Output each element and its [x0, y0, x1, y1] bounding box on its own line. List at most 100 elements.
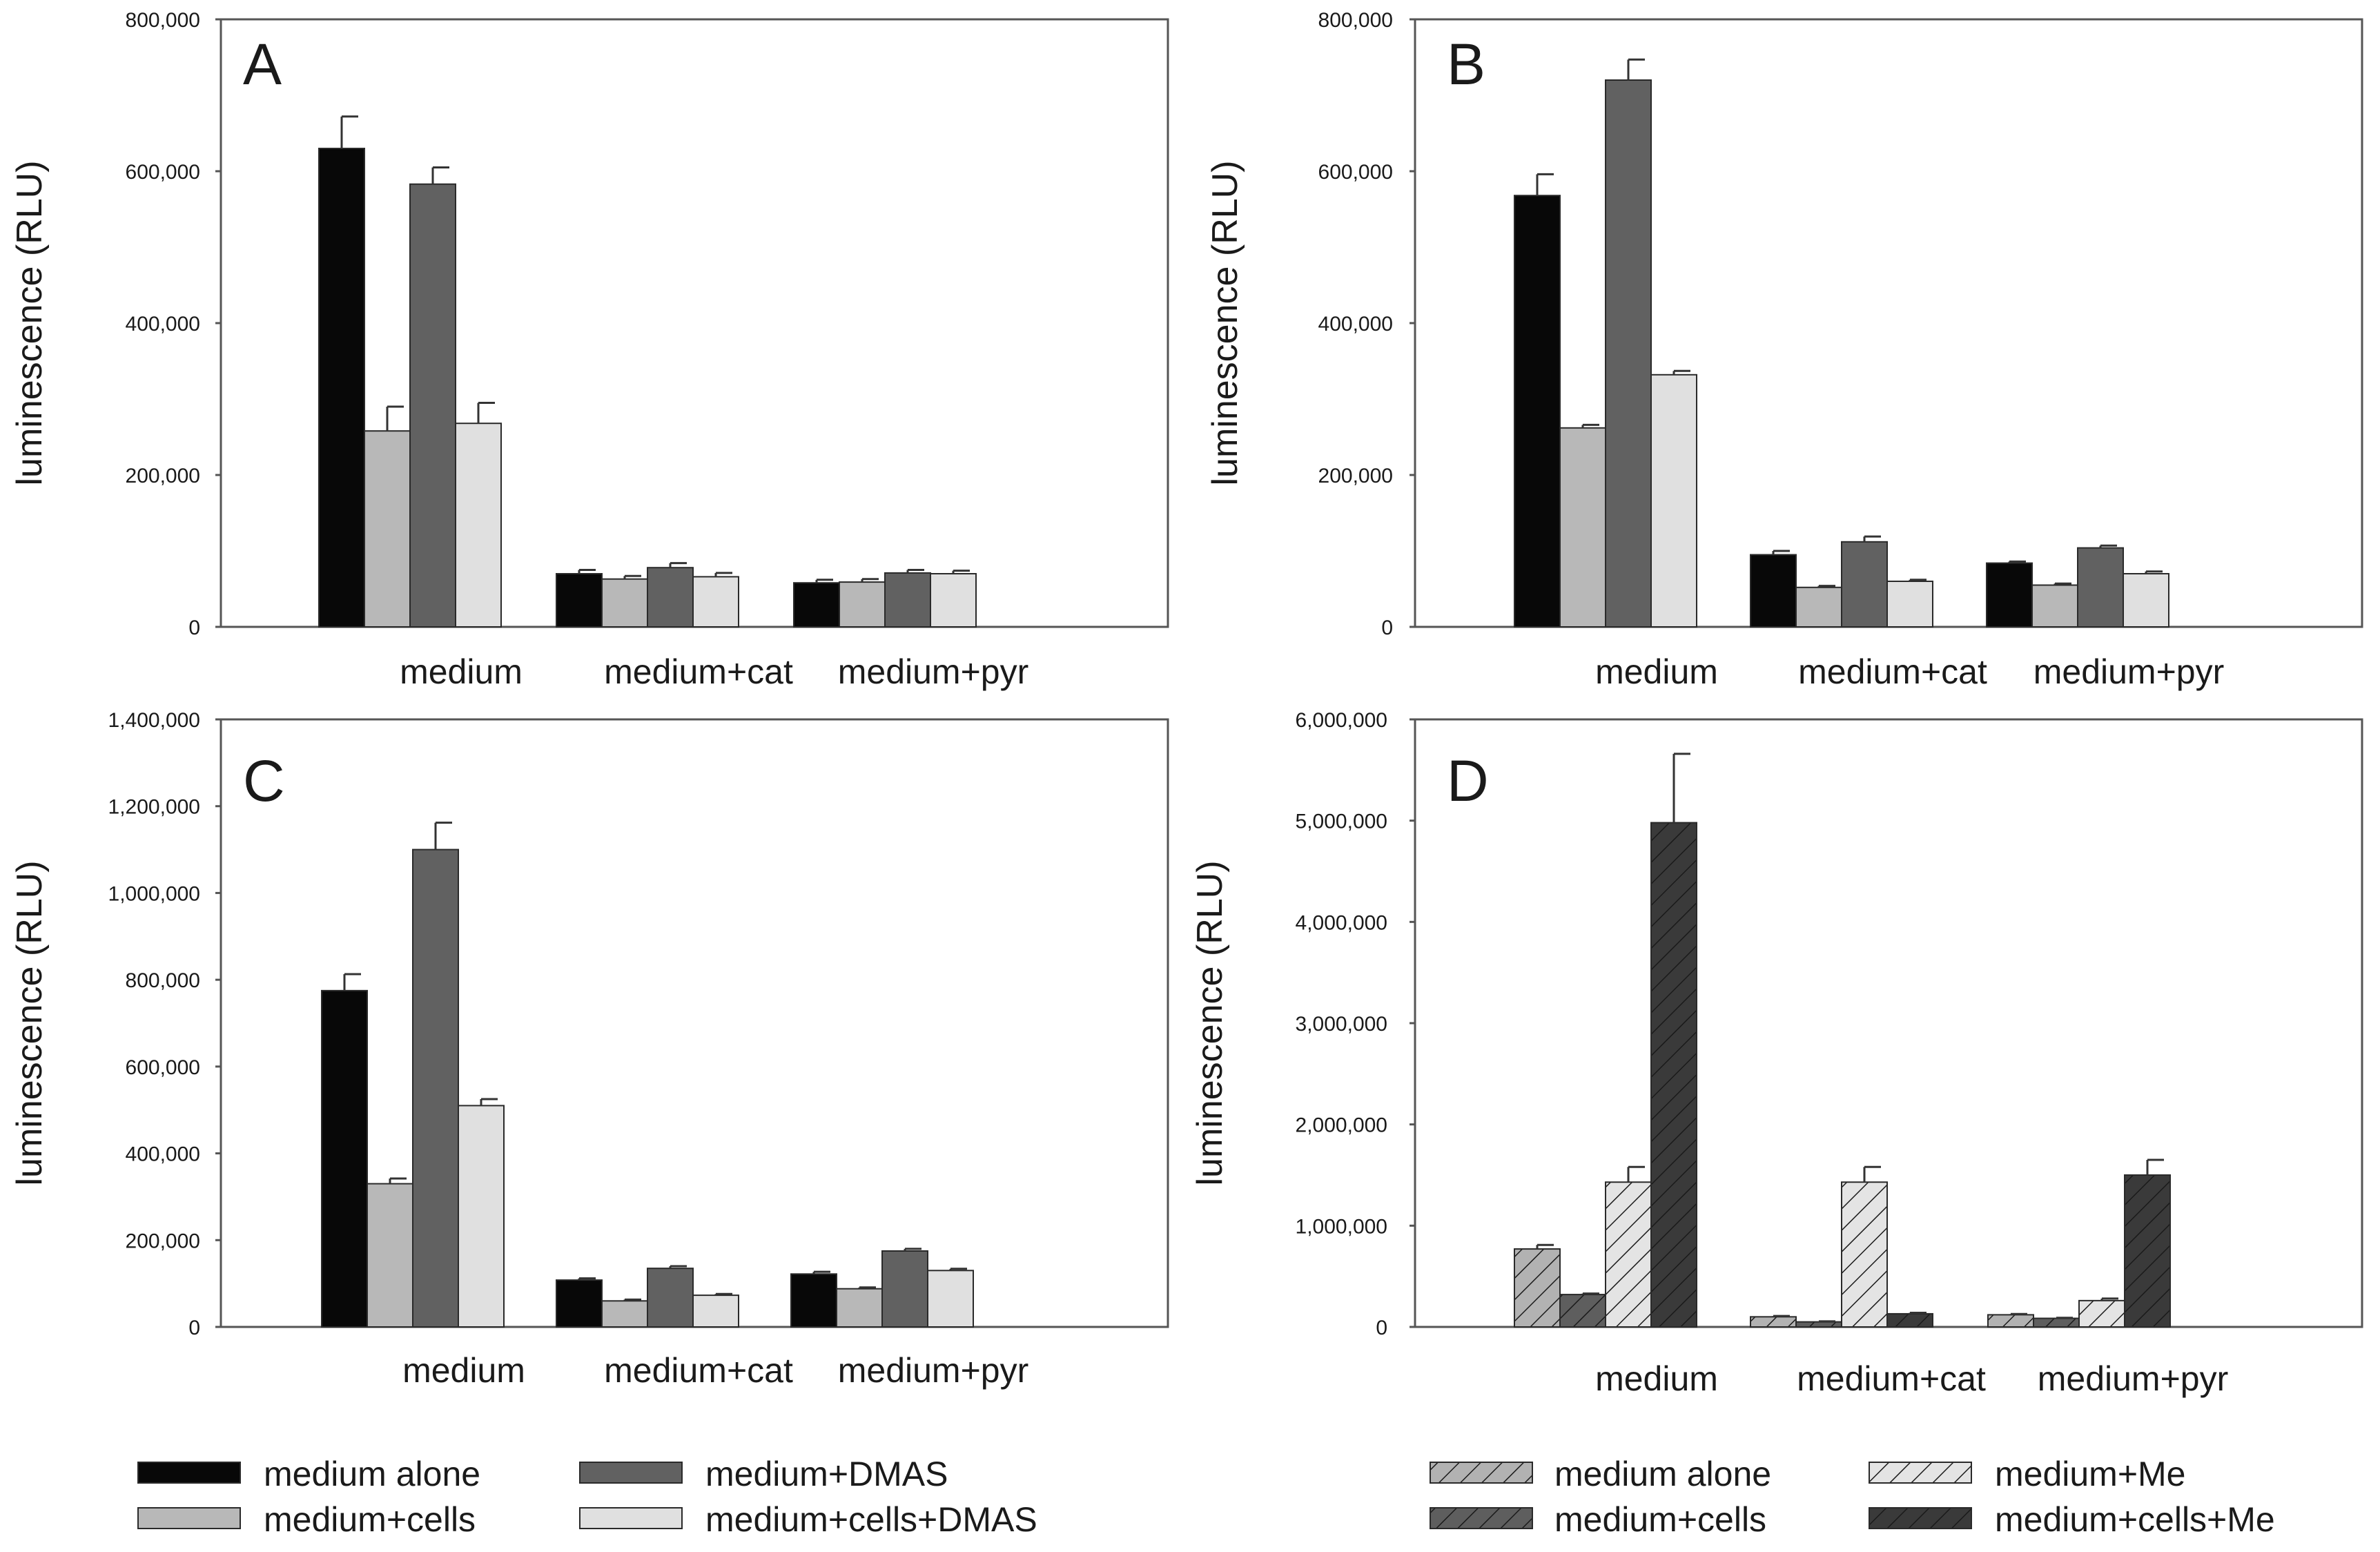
bar	[556, 1279, 603, 1328]
bar	[1650, 822, 1697, 1328]
y-tick-label: 4,000,000	[1296, 911, 1387, 934]
bar	[790, 1273, 837, 1328]
panel-c-category-label: medium+cat	[604, 1351, 793, 1390]
legend-label: medium+DMAS	[705, 1455, 948, 1493]
bar	[321, 989, 368, 1328]
legend-left: medium alone medium+DMAS medium+cells me…	[137, 1455, 1037, 1539]
bar	[1605, 1181, 1652, 1328]
panel-a-category-label: medium+pyr	[838, 652, 1029, 691]
bar	[409, 183, 456, 628]
bar	[601, 578, 648, 628]
bar	[1750, 554, 1797, 628]
panel-a-letter: A	[243, 32, 282, 97]
legend-label: medium+cells	[264, 1500, 476, 1539]
bar	[412, 848, 459, 1328]
panel-d: D 0 1,000,000 2,000,000 3,000,000 4,000,000 5…	[1190, 709, 2363, 1398]
legend-swatch	[137, 1507, 241, 1529]
bar	[367, 1183, 413, 1328]
bar	[836, 1288, 883, 1328]
bar	[2033, 1317, 2080, 1328]
legend-swatch	[579, 1462, 683, 1484]
bar	[927, 1270, 974, 1328]
y-tick-label: 200,000	[1318, 465, 1393, 487]
bar	[1886, 581, 1933, 628]
panel-d-y-ticks: 0 1,000,000 2,000,000 3,000,000 4,000,000 5,0…	[1296, 709, 1415, 1339]
panel-c: C 0 200,000 400,000 600,000 800,000 1,000,000…	[10, 709, 1169, 1390]
y-tick-label: 5,000,000	[1296, 811, 1387, 833]
y-tick-label: 0	[1381, 617, 1393, 639]
bar	[1750, 1316, 1797, 1328]
panel-b-y-axis-label: luminescence (RLU)	[1205, 160, 1245, 485]
bar	[692, 576, 739, 628]
panel-d-category-label: medium	[1595, 1359, 1718, 1398]
legend-label: medium+cells+Me	[1995, 1500, 2275, 1539]
bar	[1514, 195, 1561, 628]
bar	[839, 581, 886, 628]
bar	[458, 1105, 505, 1328]
legend-label: medium alone	[1554, 1455, 1771, 1493]
legend-swatch	[137, 1462, 241, 1484]
y-tick-label: 800,000	[126, 969, 200, 992]
legend-right: medium alone medium+Me medium+cells medi…	[1430, 1455, 2275, 1539]
panel-d-bars	[1514, 753, 2171, 1328]
legend-swatch	[1869, 1507, 1972, 1529]
panel-c-category-label: medium	[402, 1351, 525, 1390]
panel-b-category-label: medium+pyr	[2033, 652, 2225, 691]
y-tick-label: 400,000	[126, 313, 200, 336]
bar	[1559, 1294, 1606, 1328]
y-tick-label: 800,000	[126, 9, 200, 32]
legend-label: medium+cells+DMAS	[705, 1500, 1037, 1539]
y-tick-label: 1,400,000	[108, 709, 200, 732]
y-tick-label: 600,000	[1318, 161, 1393, 184]
legend-swatch	[1869, 1462, 1972, 1484]
panel-c-category-label: medium+pyr	[838, 1351, 1029, 1390]
panel-a-category-label: medium	[400, 652, 523, 691]
bar	[2124, 1174, 2171, 1328]
panel-c-y-axis-label: luminescence (RLU)	[10, 860, 50, 1185]
panel-a: A 0 200,000 400,000 600,000 800,000 luminesc…	[10, 9, 1169, 691]
y-tick-label: 3,000,000	[1296, 1013, 1387, 1036]
panel-b-category-label: medium	[1595, 652, 1718, 691]
bar	[1795, 1321, 1842, 1328]
panel-a-y-ticks: 0 200,000 400,000 600,000 800,000	[126, 9, 221, 639]
y-tick-label: 0	[188, 1317, 200, 1339]
panel-d-category-label: medium+cat	[1797, 1359, 1986, 1398]
y-tick-label: 0	[1376, 1317, 1387, 1339]
bar	[601, 1300, 648, 1328]
bar	[930, 573, 977, 628]
panel-d-category-label: medium+pyr	[2038, 1359, 2229, 1398]
bar	[1987, 1314, 2034, 1328]
y-tick-label: 2,000,000	[1296, 1114, 1387, 1137]
y-tick-label: 400,000	[126, 1143, 200, 1166]
bar	[1986, 562, 2033, 628]
legend-label: medium+cells	[1554, 1500, 1766, 1539]
bar	[793, 582, 840, 628]
bar	[884, 572, 931, 628]
panel-d-y-axis-label: luminescence (RLU)	[1190, 860, 1230, 1185]
bar	[1559, 427, 1606, 628]
legend-label: medium alone	[264, 1455, 480, 1493]
bar	[2077, 547, 2124, 628]
bar	[1886, 1312, 1933, 1328]
panel-b-letter: B	[1447, 32, 1485, 97]
bar	[1841, 541, 1888, 628]
legend-label: medium+Me	[1995, 1455, 2186, 1493]
y-tick-label: 0	[188, 617, 200, 639]
panel-a-y-axis-label: luminescence (RLU)	[10, 160, 50, 485]
legend-swatch	[1430, 1507, 1533, 1529]
legend-swatch	[1430, 1462, 1533, 1484]
bar	[1841, 1181, 1888, 1328]
bar	[647, 567, 694, 628]
panel-c-bars	[321, 822, 974, 1328]
y-tick-label: 600,000	[126, 161, 200, 184]
panel-a-category-label: medium+cat	[604, 652, 793, 691]
bar	[318, 148, 365, 628]
y-tick-label: 200,000	[126, 1230, 200, 1252]
panel-b-bars	[1514, 58, 2169, 628]
bar	[1650, 374, 1697, 628]
bar	[2078, 1299, 2125, 1328]
panel-d-letter: D	[1447, 748, 1489, 813]
y-tick-label: 1,000,000	[1296, 1215, 1387, 1238]
y-tick-label: 600,000	[126, 1056, 200, 1079]
panel-c-y-ticks: 0 200,000 400,000 600,000 800,000 1,000,000 1,…	[108, 709, 221, 1339]
